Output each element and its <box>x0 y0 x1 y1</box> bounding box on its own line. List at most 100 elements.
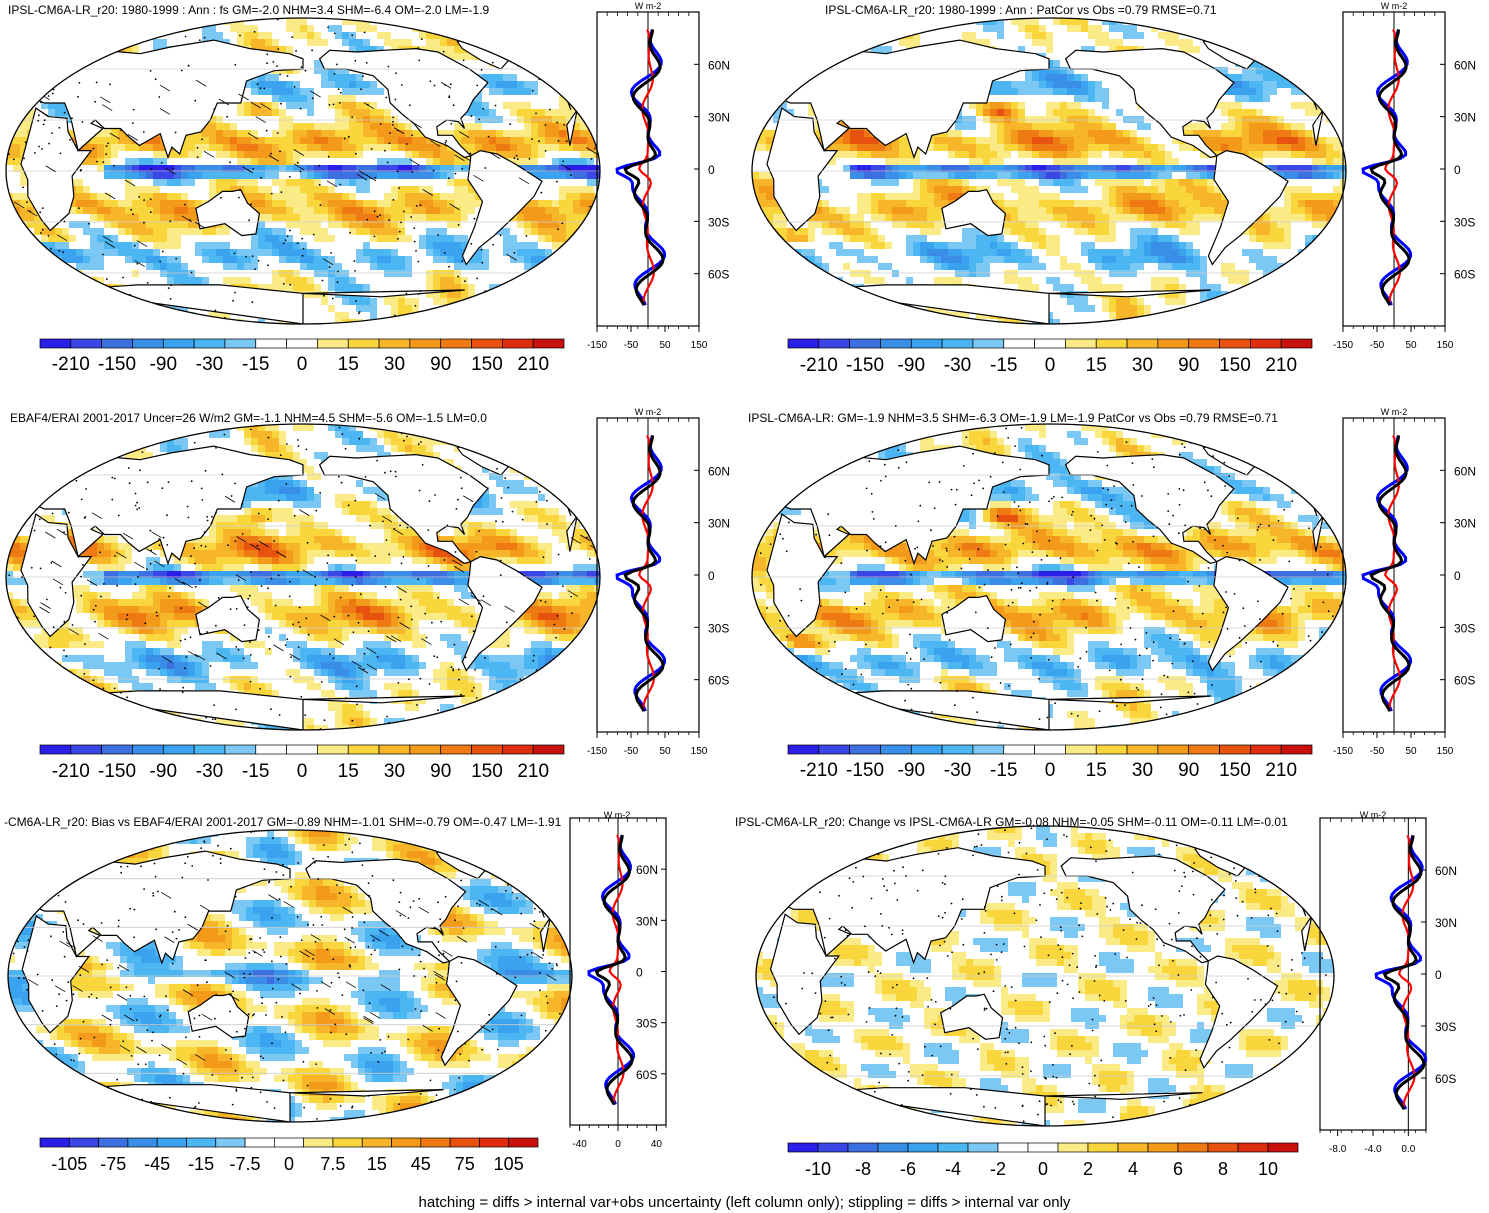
field-cell <box>13 193 21 201</box>
stipple-dot <box>476 84 479 87</box>
field-cell <box>349 298 357 306</box>
field-cell <box>559 46 567 54</box>
stipple-dot <box>482 108 485 110</box>
field-cell <box>794 67 802 75</box>
colorbar-swatch <box>317 338 349 349</box>
field-cell <box>363 109 371 117</box>
field-cell <box>1151 25 1159 33</box>
field-cell <box>426 228 434 236</box>
field-cell <box>160 158 168 166</box>
field-cell <box>969 25 977 33</box>
field-cell <box>468 123 476 131</box>
field-cell <box>286 130 294 138</box>
field-cell <box>230 123 238 131</box>
field-cell <box>97 291 105 299</box>
hatch-line <box>411 121 422 128</box>
field-cell <box>153 151 161 159</box>
field-cell <box>202 263 210 271</box>
field-cell <box>461 242 469 250</box>
field-cell <box>34 53 42 61</box>
field-cell <box>587 235 595 243</box>
stipple-dot <box>570 174 572 177</box>
field-cell <box>279 270 287 278</box>
field-cell <box>391 270 399 278</box>
field-cell <box>104 305 112 313</box>
field-cell <box>1081 46 1089 54</box>
field-cell <box>209 123 217 131</box>
field-cell <box>412 186 420 194</box>
field-cell <box>195 179 203 187</box>
field-cell <box>524 25 532 33</box>
field-cell <box>342 263 350 271</box>
field-cell <box>118 235 126 243</box>
field-cell <box>307 179 315 187</box>
field-cell <box>517 74 525 82</box>
stipple-dot <box>572 125 575 127</box>
field-cell <box>447 221 455 229</box>
field-cell <box>272 25 280 33</box>
field-cell <box>139 242 147 250</box>
field-cell <box>475 319 483 324</box>
field-cell <box>335 25 343 33</box>
field-cell <box>377 249 385 257</box>
field-cell <box>405 221 413 229</box>
field-cell <box>1109 46 1117 54</box>
field-cell <box>202 319 210 324</box>
stipple-dot <box>417 260 420 263</box>
field-cell <box>531 25 539 33</box>
field-cell <box>594 25 600 33</box>
field-cell <box>265 130 273 138</box>
field-cell <box>454 130 462 138</box>
field-cell <box>1053 46 1061 54</box>
field-cell <box>412 284 420 292</box>
field-cell <box>328 46 336 54</box>
field-cell <box>293 74 301 82</box>
field-cell <box>335 67 343 75</box>
field-cell <box>76 214 84 222</box>
field-cell <box>468 130 476 138</box>
field-cell <box>531 46 539 54</box>
field-cell <box>1095 25 1103 33</box>
field-cell <box>223 144 231 152</box>
field-cell <box>153 277 161 285</box>
field-cell <box>461 137 469 145</box>
field-cell <box>857 32 865 40</box>
field-cell <box>496 312 504 320</box>
field-cell <box>538 207 546 215</box>
stipple-dot <box>373 235 376 238</box>
field-cell <box>447 165 455 173</box>
field-cell <box>160 25 168 33</box>
field-cell <box>1130 25 1138 33</box>
field-cell <box>202 193 210 201</box>
stipple-dot <box>32 24 35 26</box>
field-cell <box>139 18 147 26</box>
stipple-dot <box>544 150 547 152</box>
field-cell <box>27 60 35 68</box>
zonal-xtick-label: 50 <box>659 340 671 351</box>
field-cell <box>552 319 560 324</box>
stipple-dot <box>16 223 19 226</box>
field-cell <box>1165 32 1173 40</box>
field-cell <box>83 256 91 264</box>
field-cell <box>6 88 14 96</box>
field-cell <box>503 284 511 292</box>
field-cell <box>216 256 224 264</box>
field-cell <box>13 53 21 61</box>
field-cell <box>1291 18 1299 26</box>
field-cell <box>766 39 774 47</box>
field-cell <box>440 186 448 194</box>
field-cell <box>815 53 823 61</box>
field-cell <box>1326 25 1334 33</box>
field-cell <box>160 186 168 194</box>
hatch-line <box>326 180 338 188</box>
field-cell <box>573 60 581 68</box>
stipple-dot <box>120 129 123 132</box>
field-cell <box>13 256 21 264</box>
stipple-dot <box>374 176 377 179</box>
field-cell <box>314 88 322 96</box>
field-cell <box>195 18 203 26</box>
field-cell <box>20 319 28 324</box>
field-cell <box>363 193 371 201</box>
stipple-dot <box>460 36 462 38</box>
field-cell <box>468 228 476 236</box>
